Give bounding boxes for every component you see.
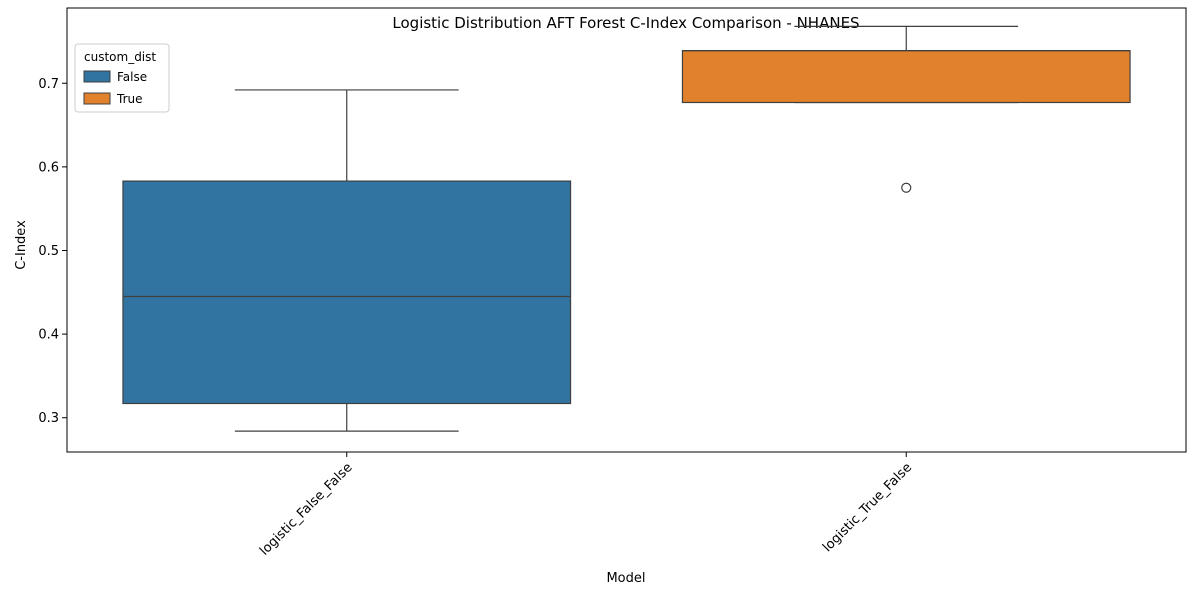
- box-logistic_False_False: [122, 89, 572, 432]
- y-tick-label: 0.5: [38, 244, 59, 259]
- outlier-point: [901, 182, 912, 193]
- x-tick-label: logistic_False_False: [257, 460, 356, 559]
- box-iqr: [122, 180, 572, 405]
- y-axis-label: C-Index: [14, 220, 29, 270]
- legend-title: custom_dist: [84, 50, 156, 64]
- box-logistic_True_False: [681, 25, 1131, 193]
- y-tick-label: 0.4: [38, 328, 59, 343]
- legend: custom_dist False True: [74, 43, 170, 113]
- legend-label: True: [116, 92, 143, 106]
- y-tick-label: 0.7: [38, 77, 59, 92]
- y-tick-label: 0.6: [38, 160, 59, 175]
- y-axis: 0.3 0.4 0.5 0.6 0.7: [38, 77, 67, 426]
- x-axis: logistic_False_False logistic_True_False: [257, 452, 915, 559]
- y-tick-label: 0.3: [38, 411, 59, 426]
- x-tick-label: logistic_True_False: [820, 460, 915, 555]
- plot-area: [66, 7, 1187, 453]
- legend-label: False: [117, 70, 147, 84]
- chart-title: Logistic Distribution AFT Forest C-Index…: [392, 14, 859, 32]
- x-axis-label: Model: [606, 571, 645, 586]
- box-iqr: [681, 50, 1131, 104]
- legend-swatch: [83, 70, 111, 83]
- boxes-layer: [122, 25, 1131, 432]
- legend-swatch: [83, 92, 111, 105]
